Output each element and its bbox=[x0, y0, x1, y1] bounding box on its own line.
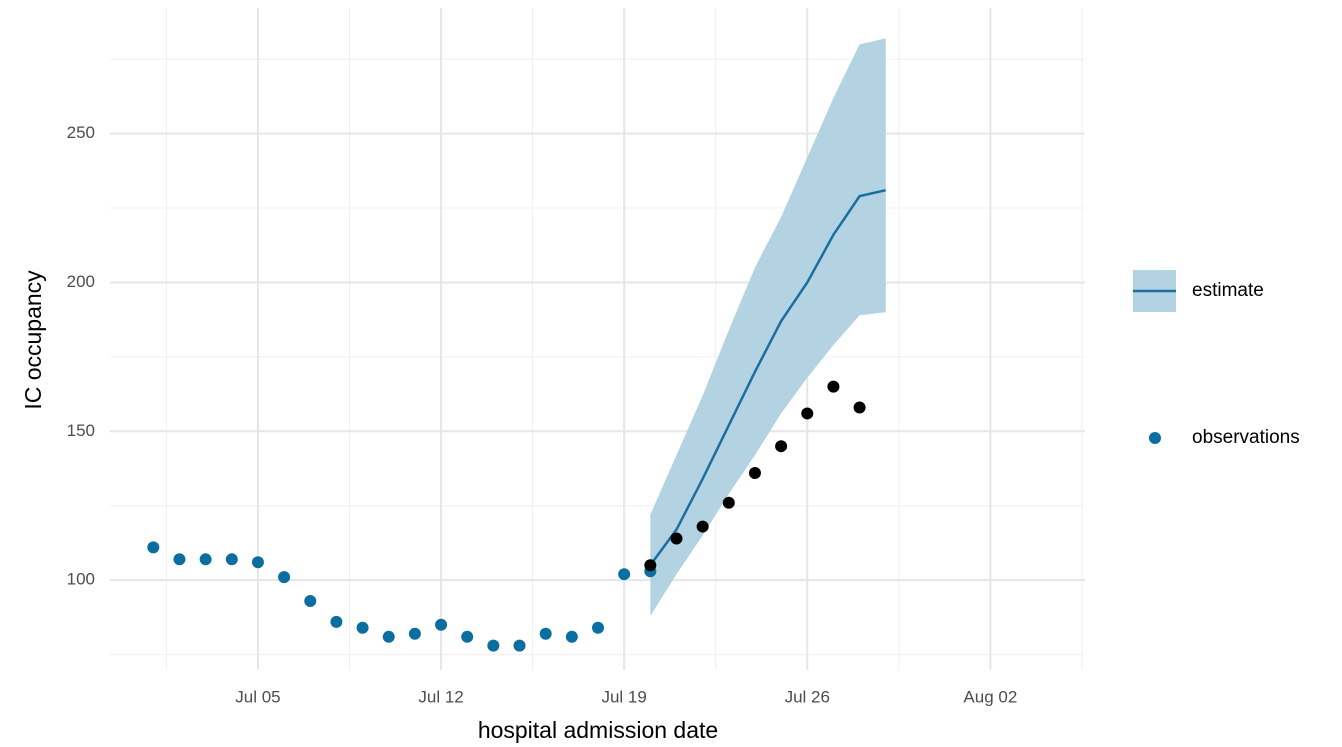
data-point bbox=[827, 380, 840, 393]
data-point bbox=[670, 532, 683, 545]
data-point bbox=[722, 496, 735, 509]
data-point bbox=[487, 639, 500, 652]
data-point bbox=[173, 553, 186, 566]
legend-item: estimate bbox=[1133, 270, 1264, 312]
data-point bbox=[775, 440, 788, 453]
data-point bbox=[147, 541, 160, 554]
data-point bbox=[461, 630, 474, 643]
estimate-line bbox=[649, 188, 887, 567]
y-axis-title: IC occupancy bbox=[20, 270, 46, 410]
data-point bbox=[382, 630, 395, 643]
y-tick-label: 250 bbox=[67, 123, 95, 142]
y-tick-label: 150 bbox=[67, 421, 95, 440]
x-axis-title: hospital admission date bbox=[478, 717, 718, 743]
data-point bbox=[278, 571, 291, 584]
y-tick-label: 100 bbox=[67, 570, 95, 589]
x-tick-label: Aug 02 bbox=[963, 687, 1017, 706]
data-point bbox=[435, 618, 448, 631]
data-point bbox=[565, 630, 578, 643]
x-tick-label: Jul 12 bbox=[418, 687, 463, 706]
data-point bbox=[592, 621, 604, 634]
legend-label: observations bbox=[1192, 427, 1300, 448]
data-point bbox=[225, 553, 238, 566]
data-point bbox=[801, 407, 814, 420]
data-point bbox=[251, 556, 264, 569]
data-point bbox=[199, 553, 212, 566]
data-point bbox=[356, 621, 369, 634]
data-point bbox=[644, 559, 657, 572]
data-point bbox=[539, 627, 552, 640]
y-tick-label: 200 bbox=[67, 272, 95, 291]
plot-area bbox=[147, 38, 887, 652]
legend-label: estimate bbox=[1192, 280, 1264, 301]
data-point bbox=[330, 615, 343, 628]
confidence-band bbox=[650, 38, 886, 616]
legend-item: observations bbox=[1149, 427, 1300, 448]
x-tick-label: Jul 19 bbox=[601, 687, 646, 706]
data-point bbox=[513, 639, 526, 652]
data-point bbox=[408, 627, 421, 640]
data-point bbox=[304, 594, 317, 607]
legend-key bbox=[1149, 432, 1161, 444]
data-point bbox=[748, 466, 761, 479]
data-point bbox=[853, 401, 866, 414]
data-point bbox=[696, 520, 709, 533]
grid bbox=[110, 8, 1085, 670]
x-tick-label: Jul 26 bbox=[785, 687, 830, 706]
x-tick-label: Jul 05 bbox=[235, 687, 280, 706]
data-point bbox=[618, 568, 631, 581]
